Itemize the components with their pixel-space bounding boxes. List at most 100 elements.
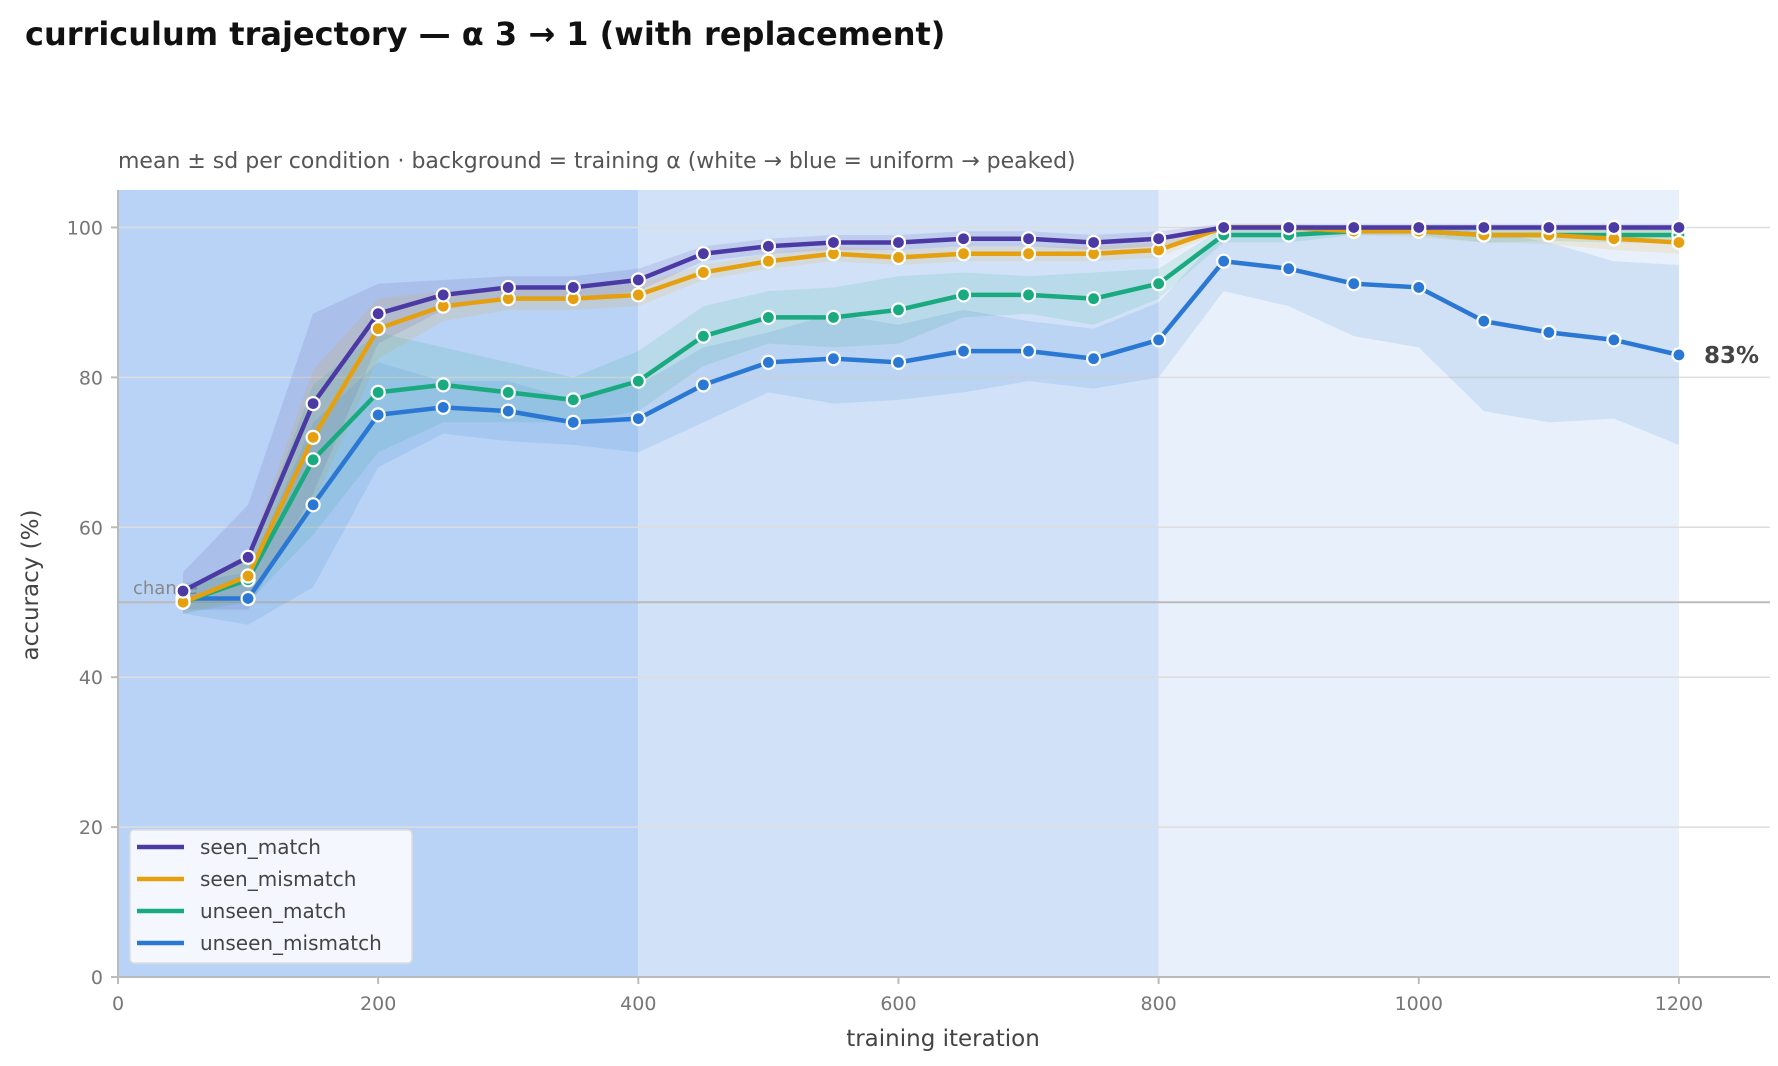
sd-band-unseen_mismatch [183, 227, 1679, 625]
point-unseen_match-450 [695, 328, 711, 344]
chart-title: curriculum trajectory — α 3 → 1 (with re… [25, 15, 945, 53]
point-seen_mismatch-400 [630, 287, 646, 303]
legend-label-seen_mismatch: seen_mismatch [200, 867, 356, 891]
point-unseen_match-150 [305, 452, 321, 468]
point-seen_mismatch-150 [305, 429, 321, 445]
point-unseen_match-500 [760, 309, 776, 326]
x-tick-label-400: 400 [620, 993, 656, 1015]
point-seen_mismatch-450 [695, 264, 711, 281]
point-seen_match-600 [890, 234, 907, 251]
y-tick-label-0: 0 [91, 967, 103, 989]
x-axis-label: training iteration [846, 1026, 1040, 1052]
point-unseen_mismatch-150 [305, 497, 321, 513]
phase-background-2 [638, 190, 1159, 977]
legend-label-unseen_match: unseen_match [200, 899, 346, 923]
x-tick-label-1000: 1000 [1395, 993, 1443, 1015]
point-seen_match-100 [240, 549, 256, 565]
point-seen_match-1100 [1541, 219, 1557, 236]
chart-subtitle: mean ± sd per condition · background = t… [118, 149, 1076, 174]
line-seen_mismatch [180, 225, 1682, 605]
axes: 0 200 400 600 800 1000 1200 0 20 40 60 80 100 [67, 190, 1770, 1015]
point-seen_match-400 [630, 272, 646, 288]
point-seen_match-750 [1085, 234, 1102, 251]
point-unseen_mismatch-650 [955, 343, 972, 359]
point-seen_match-150 [305, 396, 321, 412]
point-seen_match-500 [760, 238, 776, 254]
point-unseen_mismatch-850 [1216, 253, 1232, 269]
point-unseen_mismatch-400 [630, 411, 646, 427]
point-seen_match-50 [175, 583, 191, 599]
point-unseen_match-650 [955, 287, 972, 303]
end-value-label: 83% [1704, 343, 1759, 369]
point-seen_match-950 [1346, 219, 1362, 236]
point-seen_match-1200 [1671, 219, 1687, 236]
point-unseen_mismatch-900 [1281, 261, 1297, 277]
point-seen_match-200 [370, 306, 386, 322]
point-unseen_mismatch-1100 [1541, 324, 1557, 341]
legend-label-unseen_mismatch: unseen_mismatch [200, 931, 382, 955]
point-unseen_match-700 [1020, 287, 1037, 303]
point-unseen_mismatch-950 [1346, 276, 1362, 292]
point-unseen_mismatch-100 [240, 590, 256, 607]
point-unseen_mismatch-600 [890, 354, 907, 370]
point-seen_mismatch-700 [1020, 246, 1037, 262]
point-seen_match-650 [955, 231, 972, 247]
point-seen_mismatch-650 [955, 246, 972, 262]
point-seen_match-1000 [1411, 219, 1427, 236]
point-seen_match-300 [500, 279, 516, 296]
line-unseen_mismatch [180, 258, 1682, 601]
point-unseen_match-550 [825, 309, 842, 326]
point-seen_match-850 [1216, 219, 1232, 236]
line-seen_match [180, 225, 1682, 594]
legend: seen_match seen_mismatch unseen_matchunsee… [129, 829, 413, 964]
point-unseen_mismatch-200 [370, 407, 386, 423]
point-seen_match-350 [565, 279, 581, 296]
point-unseen_mismatch-1150 [1606, 332, 1622, 348]
point-unseen_match-350 [565, 392, 581, 408]
point-unseen_mismatch-1200 [1671, 347, 1687, 363]
legend-box [129, 829, 413, 964]
point-seen_match-1050 [1476, 219, 1492, 236]
series-lines [180, 225, 1682, 605]
point-unseen_match-400 [630, 373, 646, 389]
point-seen_mismatch-1200 [1671, 234, 1687, 251]
point-unseen_mismatch-1000 [1411, 279, 1427, 296]
point-seen_mismatch-200 [370, 321, 386, 337]
point-seen_mismatch-600 [890, 249, 907, 266]
x-tick-label-0: 0 [112, 993, 124, 1015]
point-unseen_mismatch-550 [825, 351, 842, 367]
point-seen_match-450 [695, 246, 711, 262]
y-tick-label-100: 100 [67, 217, 103, 239]
y-axis-label: accuracy (%) [18, 510, 44, 661]
y-tick-label-80: 80 [79, 367, 103, 389]
point-seen_match-250 [435, 287, 451, 303]
point-unseen_mismatch-1050 [1476, 313, 1492, 329]
point-unseen_match-600 [890, 302, 907, 318]
point-unseen_mismatch-750 [1085, 351, 1102, 367]
y-tick-label-60: 60 [79, 517, 103, 539]
phase-background-3 [1158, 190, 1679, 977]
point-seen_match-800 [1151, 231, 1167, 247]
point-seen_mismatch-500 [760, 253, 776, 269]
point-unseen_mismatch-350 [565, 414, 581, 430]
point-unseen_match-750 [1085, 291, 1102, 307]
point-unseen_match-250 [435, 377, 451, 393]
point-seen_match-550 [825, 234, 842, 251]
point-unseen_mismatch-800 [1151, 332, 1167, 348]
y-tick-label-40: 40 [79, 667, 103, 689]
series-points [175, 219, 1687, 610]
point-seen_match-1150 [1606, 219, 1622, 236]
point-unseen_mismatch-500 [760, 354, 776, 370]
x-tick-label-200: 200 [360, 993, 396, 1015]
x-tick-label-1200: 1200 [1655, 993, 1703, 1015]
point-unseen_mismatch-250 [435, 399, 451, 415]
point-seen_match-900 [1281, 219, 1297, 236]
point-unseen_mismatch-300 [500, 403, 516, 419]
point-seen_match-700 [1020, 231, 1037, 247]
point-unseen_match-200 [370, 384, 386, 400]
point-unseen_match-800 [1151, 276, 1167, 292]
point-unseen_mismatch-700 [1020, 343, 1037, 359]
x-tick-label-600: 600 [880, 993, 916, 1015]
x-tick-label-800: 800 [1140, 993, 1176, 1015]
